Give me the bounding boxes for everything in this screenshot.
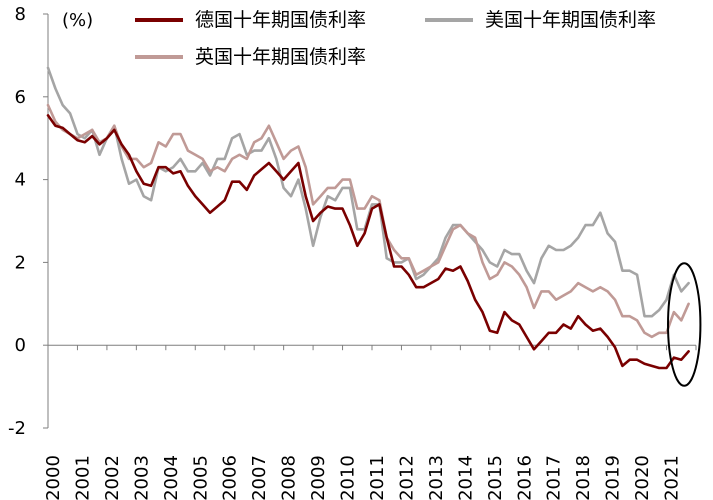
y-tick-label: 6 <box>15 87 26 108</box>
x-tick-label: 2015 <box>485 455 506 500</box>
legend-label: 英国十年期国债利率 <box>195 46 366 68</box>
y-tick-label: -2 <box>8 418 26 439</box>
x-axis: 2000 2001 2002 2003 2004 2005 2006 2007 2008 2009… <box>43 344 697 500</box>
x-tick-label: 2005 <box>190 455 211 500</box>
y-tick-label: 2 <box>15 252 26 273</box>
legend-label: 美国十年期国债利率 <box>485 9 656 31</box>
x-tick-label: 2020 <box>632 455 653 500</box>
legend-item-2: 英国十年期国债利率 <box>135 46 366 68</box>
x-tick-label: 2021 <box>662 455 683 500</box>
x-tick-label: 2019 <box>603 455 624 500</box>
y-tick-label: 4 <box>15 170 26 191</box>
y-tick-label: 0 <box>15 335 26 356</box>
x-tick-label: 2009 <box>308 455 329 500</box>
x-tick-label: 2004 <box>161 455 182 500</box>
x-tick-label: 2010 <box>338 455 359 500</box>
x-tick-label: 2000 <box>43 455 64 500</box>
highlight-ellipse <box>667 262 702 387</box>
series-line-2 <box>46 103 690 339</box>
x-tick-label: 2018 <box>573 455 594 500</box>
x-tick-label: 2007 <box>249 455 270 500</box>
annotations <box>667 262 702 387</box>
series-lines <box>46 66 690 370</box>
x-tick-label: 2002 <box>102 455 123 500</box>
legend-item-0: 德国十年期国债利率 <box>135 9 366 31</box>
x-tick-label: 2014 <box>455 455 476 500</box>
y-axis-unit-label: (%) <box>62 10 93 31</box>
legend-item-1: 美国十年期国债利率 <box>425 9 656 31</box>
series-line-1 <box>46 66 690 318</box>
x-tick-label: 2006 <box>220 455 241 500</box>
x-tick-label: 2001 <box>72 455 93 500</box>
series-line-0 <box>46 114 690 370</box>
legend-label: 德国十年期国债利率 <box>195 9 366 31</box>
x-tick-label: 2011 <box>367 455 388 500</box>
x-tick-label: 2008 <box>279 455 300 500</box>
x-tick-label: 2013 <box>426 455 447 500</box>
x-tick-label: 2012 <box>396 455 417 500</box>
y-tick-label: 8 <box>15 4 26 25</box>
x-tick-label: 2016 <box>514 455 535 500</box>
x-tick-label: 2017 <box>544 455 565 500</box>
y-axis: 8 6 4 2 0 -2 <box>8 4 49 439</box>
x-tick-label: 2003 <box>131 455 152 500</box>
